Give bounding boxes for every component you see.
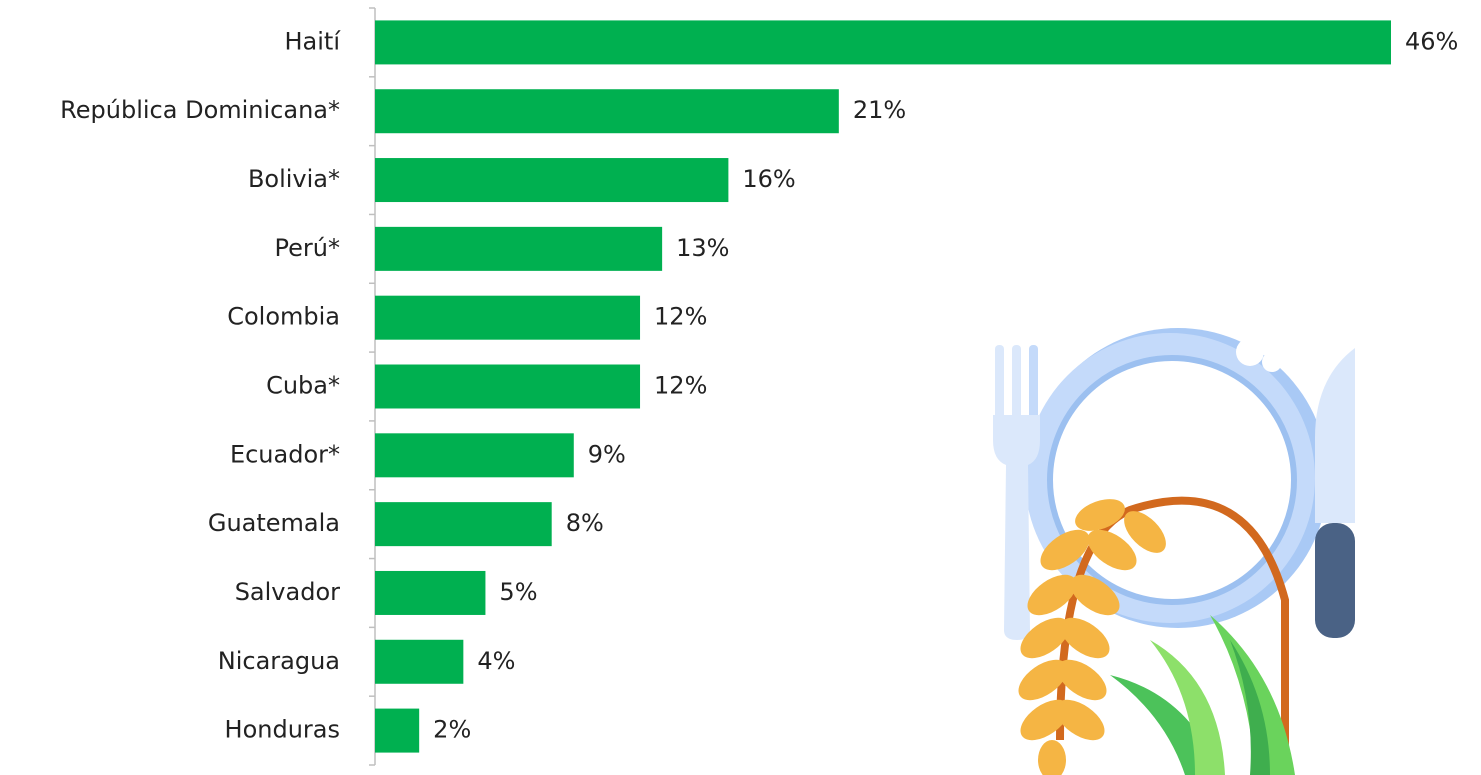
value-label: 8%: [566, 509, 604, 537]
category-label: Haití: [285, 27, 342, 55]
bar: [375, 433, 574, 477]
bar: [375, 365, 640, 409]
value-label: 46%: [1405, 27, 1458, 55]
value-label: 4%: [477, 647, 515, 675]
bar: [375, 20, 1391, 64]
value-label: 12%: [654, 303, 707, 331]
bar: [375, 571, 485, 615]
value-label: 13%: [676, 234, 729, 262]
value-label: 2%: [433, 716, 471, 744]
category-label: República Dominicana*: [60, 96, 340, 124]
category-label: Honduras: [225, 716, 340, 744]
category-label: Perú*: [275, 234, 340, 262]
bar: [375, 502, 552, 546]
category-label: Nicaragua: [218, 647, 340, 675]
page: {"chart_data": {"type": "bar", "orientat…: [0, 0, 1481, 775]
value-label: 9%: [588, 440, 626, 468]
category-label: Bolivia*: [248, 165, 340, 193]
value-label: 21%: [853, 96, 906, 124]
category-label: Ecuador*: [230, 440, 340, 468]
bar: [375, 158, 728, 202]
bar: [375, 227, 662, 271]
value-label: 16%: [742, 165, 795, 193]
value-label: 5%: [499, 578, 537, 606]
bar: [375, 709, 419, 753]
category-label: Guatemala: [208, 509, 340, 537]
category-label: Salvador: [235, 578, 340, 606]
value-label: 12%: [654, 372, 707, 400]
bar: [375, 89, 839, 133]
illustration: [993, 328, 1355, 775]
category-label: Colombia: [227, 303, 340, 331]
bar: [375, 296, 640, 340]
category-label: Cuba*: [266, 372, 340, 400]
chart: Haití 46% República Dominicana* 21% Bolivia*…: [0, 0, 1481, 775]
bar: [375, 640, 463, 684]
